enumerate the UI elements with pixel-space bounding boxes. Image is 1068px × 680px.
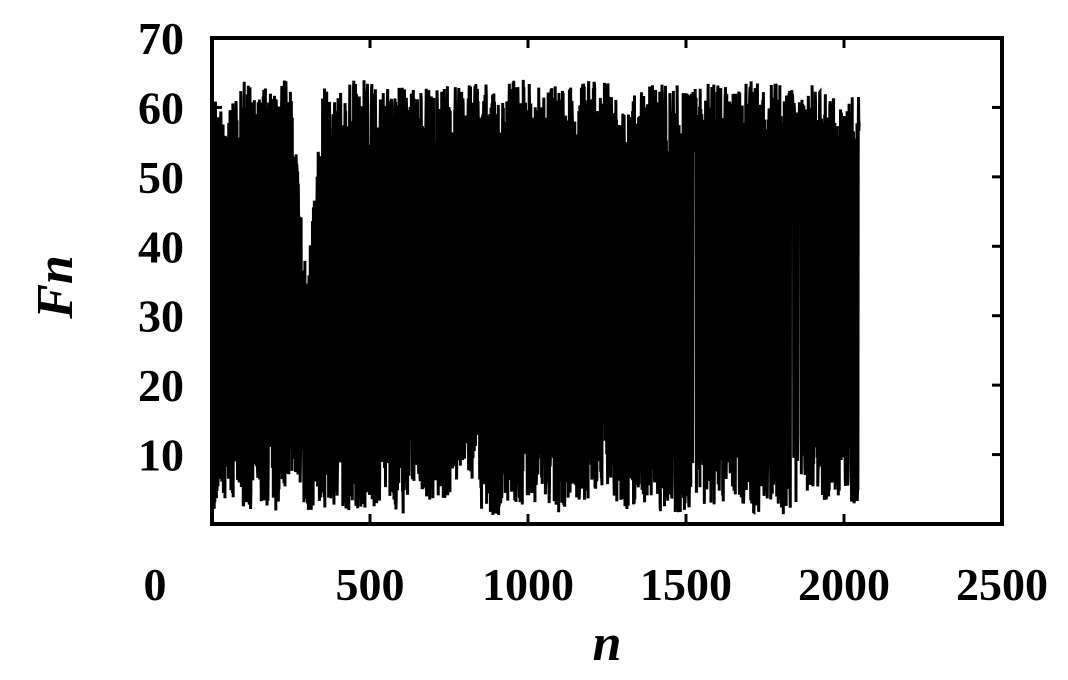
x-tick-label: 500 [336, 559, 405, 610]
plot-frame [210, 36, 1004, 526]
x-tick-labels: 0 500 1000 1500 2000 2500 [144, 559, 1049, 610]
y-tick-label: 50 [138, 152, 184, 203]
tick-marks [210, 36, 1004, 524]
y-tick-label: 10 [138, 430, 184, 481]
series-line-layer [210, 79, 861, 516]
x-axis-label: n [593, 615, 622, 672]
y-tick-label: 60 [138, 82, 184, 133]
y-tick-label: 70 [138, 13, 184, 64]
y-axis-label: Fn [27, 255, 84, 320]
y-tick-label: 40 [138, 221, 184, 272]
y-tick-label: 20 [138, 360, 184, 411]
x-tick-label: 0 [144, 559, 167, 610]
x-tick-label: 2500 [956, 559, 1048, 610]
x-tick-label: 1500 [640, 559, 732, 610]
y-tick-labels: 10 20 30 40 50 60 70 [138, 13, 184, 481]
series-line [210, 79, 861, 516]
y-tick-label: 30 [138, 291, 184, 342]
x-tick-label: 1000 [482, 559, 574, 610]
x-tick-label: 2000 [798, 559, 890, 610]
